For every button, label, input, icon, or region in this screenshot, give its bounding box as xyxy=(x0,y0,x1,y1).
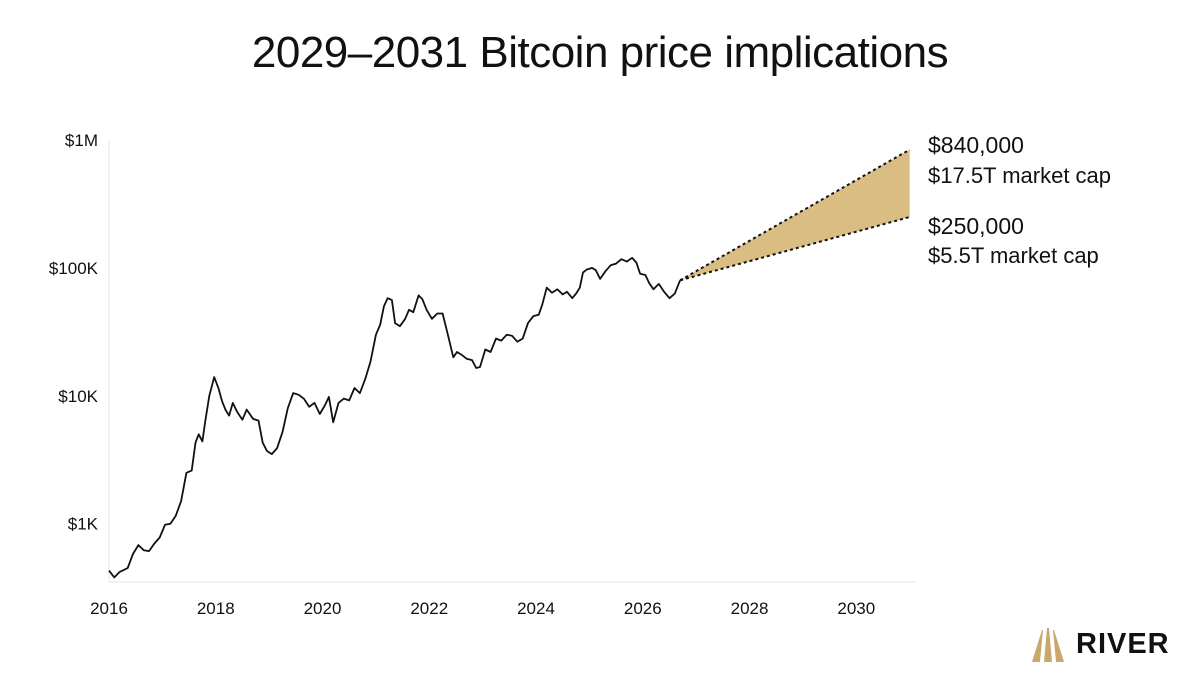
projection-area xyxy=(679,148,911,282)
x-tick-label: 2030 xyxy=(837,599,875,618)
x-tick-label: 2026 xyxy=(624,599,662,618)
bitcoin-price-line xyxy=(108,256,681,579)
annotation-low-cap: $5.5T market cap xyxy=(928,243,1099,268)
annotation-high-cap: $17.5T market cap xyxy=(928,163,1112,188)
y-tick-label: $100K xyxy=(49,259,99,278)
chart-axes xyxy=(108,140,915,583)
x-tick-label: 2018 xyxy=(197,599,235,618)
river-logo-icon xyxy=(1032,628,1064,662)
y-axis-ticks: $1K $10K $100K $1M xyxy=(49,131,99,534)
x-tick-label: 2016 xyxy=(90,599,128,618)
projection-low-line xyxy=(679,216,910,282)
annotation-high-price: $840,000 xyxy=(928,132,1024,158)
price-series xyxy=(108,256,681,579)
chart-title: 2029–2031 Bitcoin price implications xyxy=(251,28,949,77)
river-logo: RIVER xyxy=(1030,624,1170,664)
x-axis-ticks: 2016 2018 2020 2022 2024 2026 2028 2030 xyxy=(90,599,875,618)
x-tick-label: 2020 xyxy=(304,599,342,618)
x-tick-label: 2024 xyxy=(517,599,555,618)
x-tick-label: 2028 xyxy=(731,599,769,618)
river-logo-text: RIVER xyxy=(1076,627,1170,660)
y-tick-label: $1M xyxy=(65,131,98,150)
x-tick-label: 2022 xyxy=(410,599,448,618)
y-tick-label: $10K xyxy=(58,387,98,406)
annotation-low-price: $250,000 xyxy=(928,213,1024,239)
projection-high-line xyxy=(679,148,911,282)
y-tick-label: $1K xyxy=(68,515,99,534)
